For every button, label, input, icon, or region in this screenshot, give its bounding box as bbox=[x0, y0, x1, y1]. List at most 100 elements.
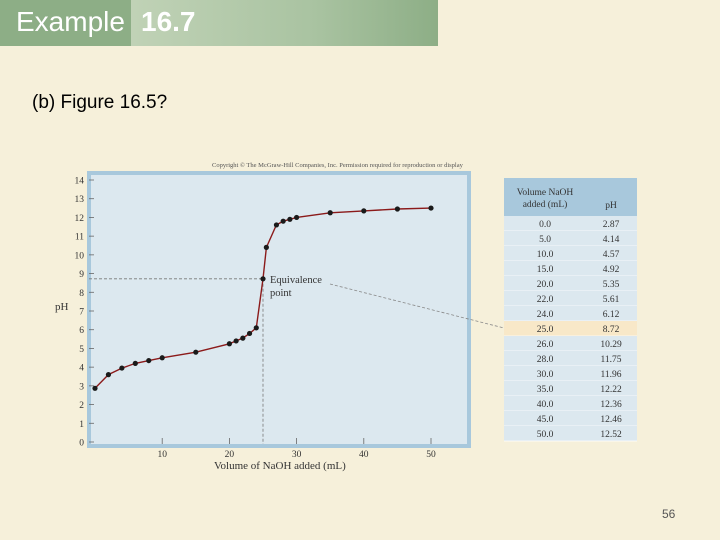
table-cell-ph: 8.72 bbox=[603, 325, 620, 335]
table-cell-ph: 4.92 bbox=[603, 265, 620, 275]
x-tick-label: 40 bbox=[359, 450, 369, 460]
y-tick-label: 0 bbox=[79, 439, 84, 449]
x-axis-label: Volume of NaOH added (mL) bbox=[214, 460, 346, 472]
data-point bbox=[146, 357, 152, 364]
table-row bbox=[504, 276, 637, 291]
y-tick-label: 13 bbox=[75, 195, 85, 205]
table-cell-volume: 50.0 bbox=[537, 430, 554, 440]
table-row bbox=[504, 351, 637, 366]
table-cell-volume: 35.0 bbox=[537, 385, 554, 395]
table-row bbox=[504, 336, 637, 351]
data-point bbox=[132, 360, 138, 366]
table-cell-ph: 12.46 bbox=[600, 415, 622, 425]
table-row bbox=[504, 291, 637, 306]
title-bar: Example 16.7 bbox=[0, 0, 438, 46]
table-row bbox=[504, 396, 637, 411]
y-tick-label: 8 bbox=[79, 289, 84, 299]
title-number: 16.7 bbox=[131, 0, 438, 46]
data-point bbox=[263, 244, 269, 250]
table-cell-volume: 22.0 bbox=[537, 295, 554, 305]
data-point bbox=[327, 210, 333, 216]
data-point bbox=[233, 338, 239, 344]
table-cell-ph: 5.61 bbox=[603, 295, 620, 305]
y-tick-label: 10 bbox=[75, 251, 85, 261]
table-row bbox=[504, 261, 637, 276]
x-axis: 10 20 30 40 50 bbox=[157, 438, 436, 460]
y-tick-label: 12 bbox=[75, 214, 85, 224]
data-point bbox=[253, 325, 259, 331]
y-tick-label: 9 bbox=[79, 270, 84, 280]
table-header-volume-line2: added (mL) bbox=[523, 199, 568, 210]
titration-curve bbox=[94, 207, 432, 389]
title-word: Example bbox=[0, 0, 131, 46]
page-number: 56 bbox=[662, 507, 676, 521]
equivalence-guides bbox=[89, 278, 264, 444]
y-tick-label: 4 bbox=[79, 364, 84, 374]
table-cell-ph: 10.29 bbox=[600, 340, 622, 350]
data-point bbox=[280, 218, 286, 224]
table-cell-ph: 4.57 bbox=[603, 250, 620, 260]
data-point bbox=[119, 365, 125, 371]
data-point bbox=[273, 222, 280, 228]
table-cell-ph: 12.52 bbox=[600, 430, 622, 440]
table-header-ph: pH bbox=[605, 201, 617, 211]
table-row bbox=[504, 216, 637, 231]
table-cell-volume: 24.0 bbox=[537, 310, 554, 320]
table-cell-volume: 0.0 bbox=[539, 220, 551, 230]
equivalence-label-line2: point bbox=[270, 288, 292, 299]
data-point bbox=[105, 372, 112, 378]
data-point bbox=[193, 349, 199, 355]
table-row bbox=[504, 306, 637, 321]
table-row bbox=[504, 426, 637, 441]
data-point bbox=[287, 216, 293, 222]
table-cell-ph: 12.36 bbox=[600, 400, 622, 410]
data-point bbox=[428, 205, 434, 211]
data-point bbox=[361, 208, 367, 214]
table-cell-ph: 11.75 bbox=[600, 355, 621, 365]
y-axis-label: pH bbox=[55, 301, 69, 313]
subtitle: (b) Figure 16.5? bbox=[32, 92, 168, 113]
x-tick-label: 50 bbox=[426, 450, 436, 460]
y-tick-label: 1 bbox=[79, 420, 84, 430]
data-point bbox=[92, 385, 98, 391]
data-point bbox=[159, 355, 165, 361]
y-tick-label: 6 bbox=[79, 326, 84, 336]
table-cell-volume: 45.0 bbox=[537, 415, 554, 425]
x-tick-label: 10 bbox=[157, 450, 167, 460]
table-cell-volume: 20.0 bbox=[537, 280, 554, 290]
data-point bbox=[246, 330, 253, 337]
table-row bbox=[504, 321, 637, 336]
table-row bbox=[504, 231, 637, 246]
table-cell-volume: 40.0 bbox=[537, 400, 554, 410]
table-cell-ph: 12.22 bbox=[600, 385, 622, 395]
y-tick-label: 7 bbox=[79, 308, 84, 318]
x-tick-label: 20 bbox=[225, 450, 235, 460]
table-row bbox=[504, 381, 637, 396]
table-row bbox=[504, 246, 637, 261]
data-point bbox=[226, 341, 232, 347]
table-row bbox=[504, 411, 637, 426]
table-cell-ph: 4.14 bbox=[603, 235, 620, 245]
y-tick-label: 11 bbox=[75, 233, 84, 243]
y-tick-label: 3 bbox=[79, 382, 84, 392]
copyright-text: Copyright © The McGraw-Hill Companies, I… bbox=[212, 162, 464, 169]
y-tick-label: 14 bbox=[75, 177, 85, 187]
table-cell-ph: 2.87 bbox=[603, 220, 620, 230]
table-header-volume-line1: Volume NaOH bbox=[517, 188, 574, 198]
table-cell-volume: 26.0 bbox=[537, 340, 554, 350]
table-cell-volume: 5.0 bbox=[539, 235, 551, 245]
table-cell-ph: 5.35 bbox=[603, 280, 620, 290]
table-cell-ph: 6.12 bbox=[603, 310, 620, 320]
data-point bbox=[260, 276, 266, 282]
table-cell-volume: 25.0 bbox=[537, 325, 554, 335]
data-point bbox=[394, 206, 400, 212]
plot-frame bbox=[87, 171, 471, 448]
table-cell-ph: 11.96 bbox=[600, 370, 621, 380]
x-tick-label: 30 bbox=[292, 450, 302, 460]
table-cell-volume: 30.0 bbox=[537, 370, 554, 380]
equivalence-label-line1: Equivalence bbox=[270, 275, 322, 286]
y-tick-label: 5 bbox=[79, 345, 84, 355]
